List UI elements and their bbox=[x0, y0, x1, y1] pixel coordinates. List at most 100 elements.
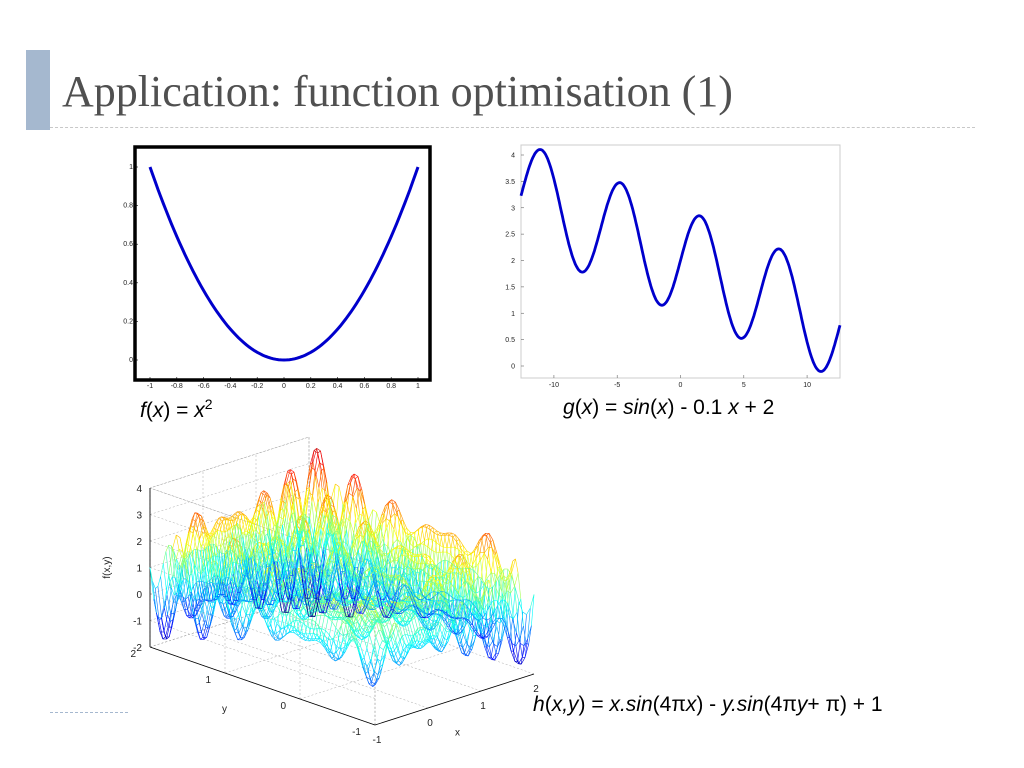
h-mesh-segment bbox=[218, 516, 222, 519]
h-mesh-segment bbox=[304, 558, 308, 569]
h-mesh-segment bbox=[467, 615, 471, 628]
h-mesh-segment bbox=[375, 582, 379, 592]
h-mesh-segment bbox=[381, 553, 385, 557]
h-mesh-segment bbox=[382, 640, 387, 644]
h-mesh-segment bbox=[443, 533, 448, 548]
h-mesh-segment bbox=[401, 636, 405, 644]
h-mesh-segment bbox=[168, 545, 173, 577]
h-mesh-segment bbox=[225, 517, 230, 532]
h-mesh-segment bbox=[220, 547, 225, 574]
h-mesh-segment bbox=[487, 542, 491, 560]
h-mesh-segment bbox=[376, 620, 381, 624]
h-mesh-segment bbox=[424, 587, 428, 593]
h-mesh-segment bbox=[339, 621, 343, 634]
f-ytick-label: 0.6 bbox=[123, 241, 133, 248]
h-mesh-segment bbox=[365, 673, 370, 685]
h-mesh-segment bbox=[198, 605, 203, 619]
h-mesh-segment bbox=[415, 556, 420, 569]
h-mesh-segment bbox=[436, 552, 440, 578]
h-mesh-segment bbox=[376, 666, 381, 681]
h-mesh-segment bbox=[202, 532, 207, 559]
h-mesh-segment bbox=[392, 636, 396, 643]
f-eq: = bbox=[170, 399, 195, 422]
h-mesh-segment bbox=[246, 604, 251, 615]
h-mesh-segment bbox=[357, 604, 362, 610]
h-mesh-segment bbox=[455, 619, 459, 633]
h-mesh-segment bbox=[212, 574, 217, 584]
h-mesh-segment bbox=[450, 582, 454, 601]
h-mesh-segment bbox=[223, 615, 227, 619]
f-xtick-label: 1 bbox=[416, 383, 420, 390]
h-mesh-segment bbox=[311, 602, 315, 609]
h-mesh-segment bbox=[341, 621, 347, 625]
h-mesh-segment bbox=[211, 601, 216, 615]
h-mesh-segment bbox=[375, 606, 379, 608]
h-mesh-segment bbox=[282, 599, 287, 613]
h-mesh-segment bbox=[330, 640, 334, 651]
h-mesh-segment bbox=[197, 512, 202, 516]
h-mesh-segment bbox=[267, 610, 273, 619]
h-mesh-segment bbox=[262, 508, 266, 520]
h-mesh-segment bbox=[345, 617, 350, 624]
h-mesh-segment bbox=[402, 635, 407, 647]
h-mesh-segment bbox=[358, 603, 363, 611]
h-mesh-segment bbox=[373, 659, 378, 673]
h-mesh-segment bbox=[457, 549, 462, 575]
h-mesh-segment bbox=[198, 526, 203, 541]
h-mesh-segment bbox=[322, 631, 326, 646]
h-mesh-segment bbox=[269, 605, 274, 616]
h-mesh-segment bbox=[167, 614, 171, 622]
h-mesh-segment bbox=[380, 654, 385, 662]
g-series-line bbox=[519, 148, 842, 373]
h-mesh-segment bbox=[367, 671, 372, 683]
f-ytick-label: 1 bbox=[129, 164, 133, 171]
h-mesh-segment bbox=[168, 619, 174, 637]
h-mesh-segment bbox=[259, 546, 264, 560]
h-mesh-segment bbox=[483, 585, 487, 613]
h-mesh-segment bbox=[273, 619, 277, 634]
h-mesh-segment bbox=[413, 628, 418, 643]
h-mesh-segment bbox=[341, 619, 346, 626]
h-mesh-segment bbox=[170, 594, 175, 622]
h-mesh-segment bbox=[351, 628, 356, 635]
h-mesh-segment bbox=[295, 496, 299, 517]
h-mesh-segment bbox=[190, 591, 195, 611]
h-mesh-segment bbox=[426, 555, 430, 559]
f-series-line bbox=[148, 166, 420, 362]
h-mesh-segment bbox=[397, 579, 401, 590]
h-mesh-segment bbox=[182, 596, 187, 616]
f-ytick-label: 0.8 bbox=[123, 203, 133, 210]
footer-divider bbox=[50, 712, 128, 713]
h-mesh-segment bbox=[331, 609, 335, 622]
h-mesh-segment bbox=[402, 645, 408, 659]
h-mesh-segment bbox=[317, 635, 321, 643]
h-mesh-segment bbox=[465, 601, 469, 619]
h-mesh-segment bbox=[201, 600, 205, 614]
h-mesh-segment bbox=[520, 645, 525, 665]
h-mesh-segment bbox=[187, 596, 193, 616]
h-mesh-segment bbox=[393, 656, 397, 664]
h-mesh-segment bbox=[368, 603, 372, 612]
h-mesh-segment bbox=[241, 631, 246, 640]
h-mesh-segment bbox=[237, 522, 241, 528]
h-mesh-segment bbox=[338, 605, 343, 610]
h-mesh-segment bbox=[196, 532, 200, 541]
h-mesh-segment bbox=[179, 537, 184, 556]
h-mesh-segment bbox=[365, 604, 370, 610]
h-mesh-segment bbox=[241, 531, 245, 535]
h-mesh-segment bbox=[177, 555, 182, 570]
h-mesh-segment bbox=[286, 611, 291, 616]
h-mesh-segment bbox=[337, 612, 341, 614]
h-mesh-segment bbox=[332, 640, 338, 647]
h-mesh-segment bbox=[363, 525, 367, 538]
h-mesh-segment bbox=[364, 632, 368, 638]
h-mesh-segment bbox=[351, 633, 356, 641]
h-mesh-segment bbox=[388, 587, 392, 600]
h-mesh-segment bbox=[334, 617, 339, 619]
h-mesh-segment bbox=[272, 632, 276, 641]
h-mesh-segment bbox=[186, 560, 192, 592]
chart-f-plot: -1 -0.8 -0.6 -0.4 -0.2 0 0.2 0.4 0.6 0.8 1 0 0.2 0.4 0… bbox=[123, 145, 432, 390]
h-mesh-segment bbox=[346, 621, 351, 627]
h-mesh-segment bbox=[422, 553, 426, 557]
h-mesh-segment bbox=[343, 639, 347, 647]
